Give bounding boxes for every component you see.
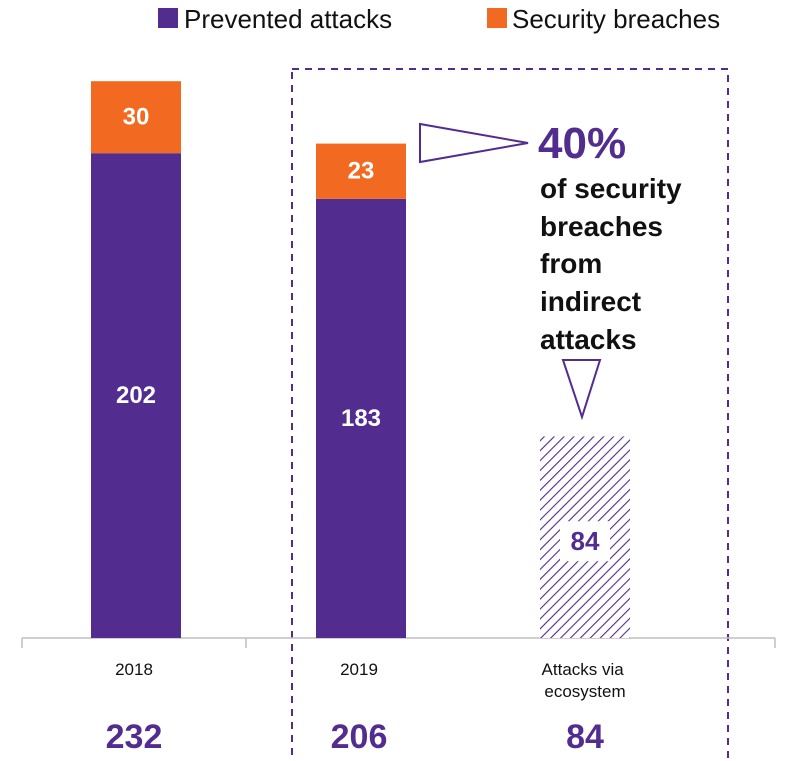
category-label-ecosystem: Attacks via ecosystem (542, 660, 629, 701)
data-label-ecosystem-bg (560, 521, 610, 562)
category-label-2018: 2018 (115, 660, 153, 679)
legend-label-prevented: Prevented attacks (184, 4, 392, 34)
total-2019: 206 (331, 718, 388, 756)
callout-line-4: indirect (540, 286, 641, 317)
highlight-box (291, 68, 729, 761)
callout-arrow-vertical (561, 359, 602, 421)
category-label-2019: 2019 (340, 660, 378, 679)
data-label-breaches-2019: 23 (348, 158, 375, 185)
legend-swatch-breaches (487, 8, 507, 28)
legend: Prevented attacks Security breaches (158, 4, 720, 34)
callout-line-3: from (540, 248, 602, 279)
data-label-prevented-2018: 202 (116, 382, 156, 409)
legend-label-breaches: Security breaches (512, 4, 720, 34)
callout-line-5: attacks (540, 324, 637, 355)
bar-prevented-2018 (91, 153, 181, 638)
data-label-ecosystem: 84 (571, 526, 600, 556)
total-ecosystem: 84 (566, 718, 604, 756)
bars-group: 202 30 183 23 84 (91, 81, 630, 639)
data-label-prevented-2019: 183 (341, 405, 381, 432)
bar-breaches-2018 (91, 81, 181, 154)
total-2018: 232 (106, 718, 163, 756)
callout-percent: 40% (538, 119, 626, 168)
callout-arrow-horizontal (419, 122, 529, 164)
callout-line-2: breaches (540, 211, 663, 242)
data-label-breaches-2018: 30 (123, 104, 150, 131)
bar-prevented-2019 (316, 198, 406, 639)
callout-line-1: of security (540, 173, 682, 204)
bar-breaches-2019 (316, 143, 406, 199)
legend-swatch-prevented (158, 8, 178, 28)
